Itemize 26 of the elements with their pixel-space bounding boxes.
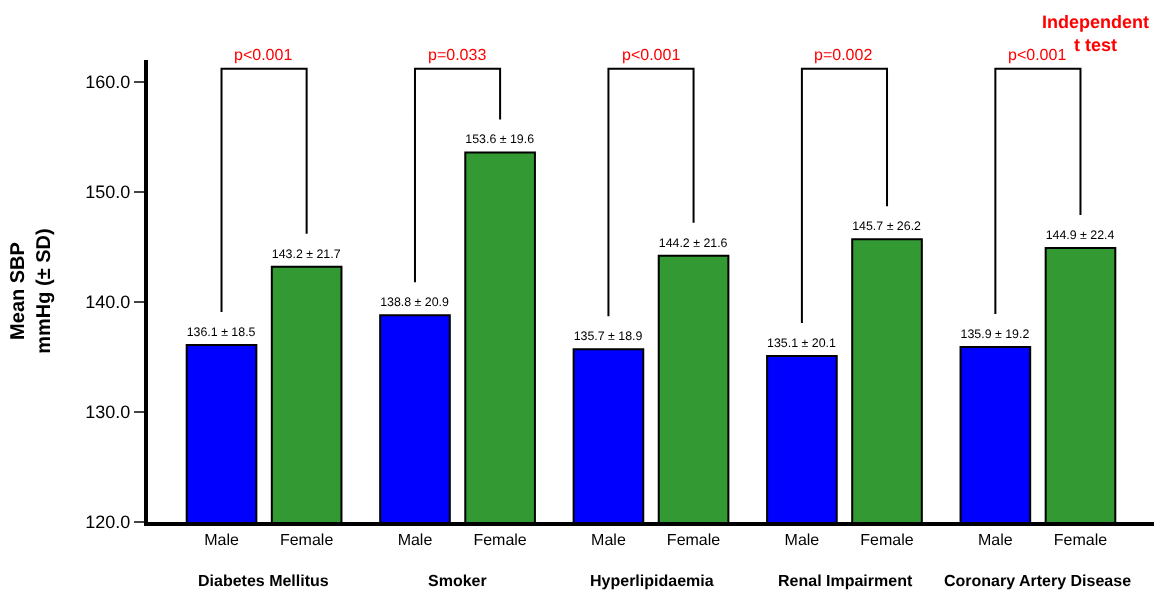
text: Male: [978, 531, 1013, 550]
y-tick-label: 160.0: [85, 72, 131, 93]
y-tick-label: 130.0: [85, 402, 131, 423]
series-label: Male: [784, 531, 821, 550]
x-tick-label: Hyperlipidaemia: [590, 572, 715, 590]
y-tick-label: 140.0: [85, 292, 131, 313]
y-tick-label: 150.0: [85, 182, 131, 203]
text: Female: [666, 531, 721, 550]
annotation: p<0.001: [622, 46, 682, 64]
x-tick-label: Smoker: [428, 572, 487, 590]
text: Male: [397, 531, 433, 550]
annotation: p<0.001: [234, 46, 294, 64]
text: Male: [204, 531, 239, 550]
x-tick-label: Diabetes Mellitus: [198, 572, 330, 590]
x-tick-label: Renal Impairment: [778, 572, 913, 590]
x-tick-label: Coronary Artery Disease: [944, 572, 1133, 590]
text: Male: [591, 531, 626, 550]
annotation: p=0.033: [428, 46, 488, 64]
annotation: p<0.001: [1008, 46, 1068, 64]
text: Female: [279, 531, 334, 550]
text: Female: [860, 531, 914, 550]
series-label: Female: [1053, 531, 1109, 550]
text: Female: [473, 531, 527, 550]
annotation: p=0.002: [814, 46, 874, 64]
y-axis-title: Mean SBP mmHg (± SD): [8, 228, 57, 354]
y-tick-label: 120.0: [85, 512, 131, 533]
